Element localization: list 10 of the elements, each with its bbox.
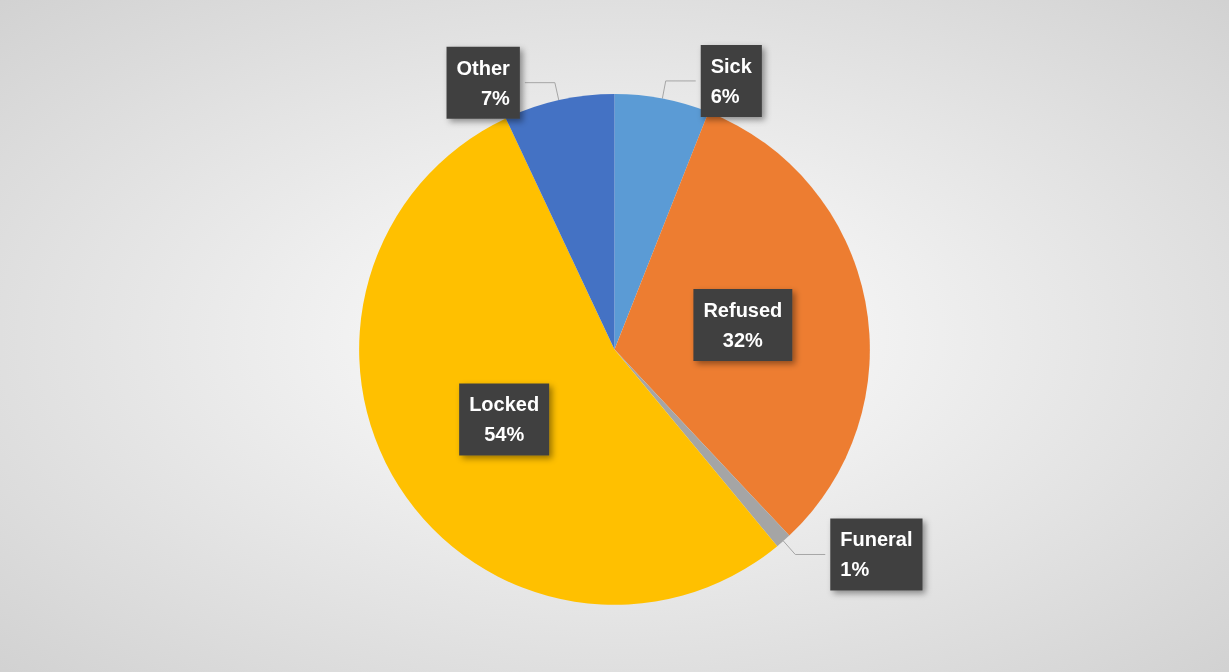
slice-label: Sick [710, 54, 753, 77]
slice-label: Locked [469, 393, 540, 416]
data-label: 54% [484, 423, 525, 446]
slice-label: Refused [703, 298, 783, 321]
slice-label: Funeral [840, 528, 913, 551]
data-label: 32% [722, 328, 764, 351]
data-label: 1% [840, 558, 870, 581]
data-label: 6% [710, 84, 740, 107]
data-label: 7% [480, 86, 511, 109]
slice-label: Other [456, 56, 511, 79]
